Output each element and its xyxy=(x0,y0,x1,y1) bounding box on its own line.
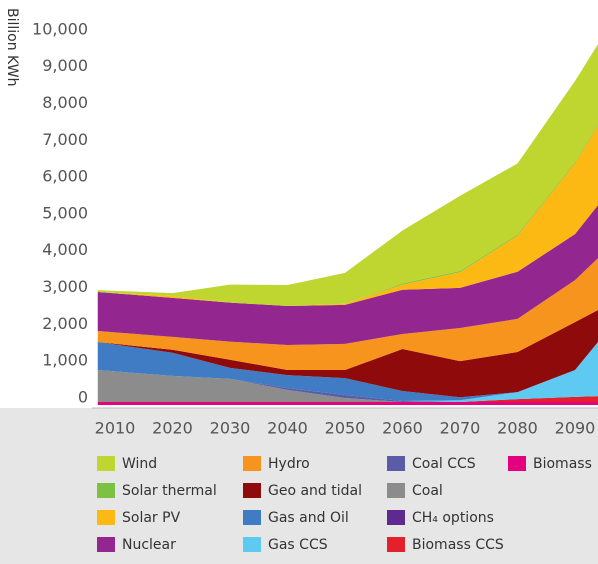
x-tick-label: 2030 xyxy=(210,419,251,438)
legend-swatch xyxy=(97,537,115,552)
area xyxy=(97,342,598,401)
y-tick-label: 6,000 xyxy=(42,167,88,186)
x-tick-label: 2050 xyxy=(325,419,366,438)
legend-swatch xyxy=(387,537,405,552)
x-tick-label: 2060 xyxy=(382,419,423,438)
area xyxy=(97,310,598,398)
legend-swatch xyxy=(243,510,261,525)
y-tick-label: 10,000 xyxy=(32,19,88,38)
legend-label: Biomass xyxy=(533,456,592,472)
x-tick-label: 2020 xyxy=(152,419,193,438)
area xyxy=(97,44,598,306)
legend-swatch xyxy=(387,456,405,471)
legend-label: Hydro xyxy=(268,456,310,472)
x-tick-label: 2010 xyxy=(95,419,136,438)
x-tick-label: 2040 xyxy=(267,419,308,438)
area xyxy=(97,370,598,403)
y-tick-label: 5,000 xyxy=(42,203,88,222)
legend-swatch xyxy=(387,510,405,525)
legend-swatch xyxy=(97,456,115,471)
area xyxy=(97,402,598,405)
area xyxy=(97,370,598,403)
y-tick-label: 2,000 xyxy=(42,314,88,333)
legend-swatch xyxy=(243,483,261,498)
y-tick-label: 7,000 xyxy=(42,130,88,149)
legend-swatch xyxy=(387,483,405,498)
area xyxy=(97,342,598,403)
legend-swatch xyxy=(97,483,115,498)
y-tick-label: 8,000 xyxy=(42,93,88,112)
legend-label: CH₄ options xyxy=(412,510,494,526)
legend-label: Nuclear xyxy=(122,537,176,553)
legend-swatch xyxy=(508,456,526,471)
x-tick-label: 2070 xyxy=(440,419,481,438)
legend-label: Wind xyxy=(122,456,157,472)
area xyxy=(97,258,598,371)
x-tick-label: 2080 xyxy=(497,419,538,438)
legend-label: Gas and Oil xyxy=(268,510,349,526)
legend-swatch xyxy=(97,510,115,525)
y-tick-label: 0 xyxy=(78,388,88,407)
legend-label: Solar PV xyxy=(122,510,181,526)
y-tick-label: 9,000 xyxy=(42,56,88,75)
legend-label: Gas CCS xyxy=(268,537,328,553)
y-tick-label: 4,000 xyxy=(42,240,88,259)
legend-label: Biomass CCS xyxy=(412,537,504,553)
area xyxy=(97,396,598,403)
legend-swatch xyxy=(243,456,261,471)
legend-label: Geo and tidal xyxy=(268,483,362,499)
x-tick-label: 2090 xyxy=(555,419,596,438)
area xyxy=(97,205,598,345)
legend-swatch xyxy=(243,537,261,552)
y-tick-label: 1,000 xyxy=(42,351,88,370)
legend-label: Solar thermal xyxy=(122,483,217,499)
legend-label: Coal CCS xyxy=(412,456,476,472)
y-tick-label: 3,000 xyxy=(42,277,88,296)
legend-label: Coal xyxy=(412,483,443,499)
y-axis-title: Billion KWh xyxy=(4,8,20,86)
